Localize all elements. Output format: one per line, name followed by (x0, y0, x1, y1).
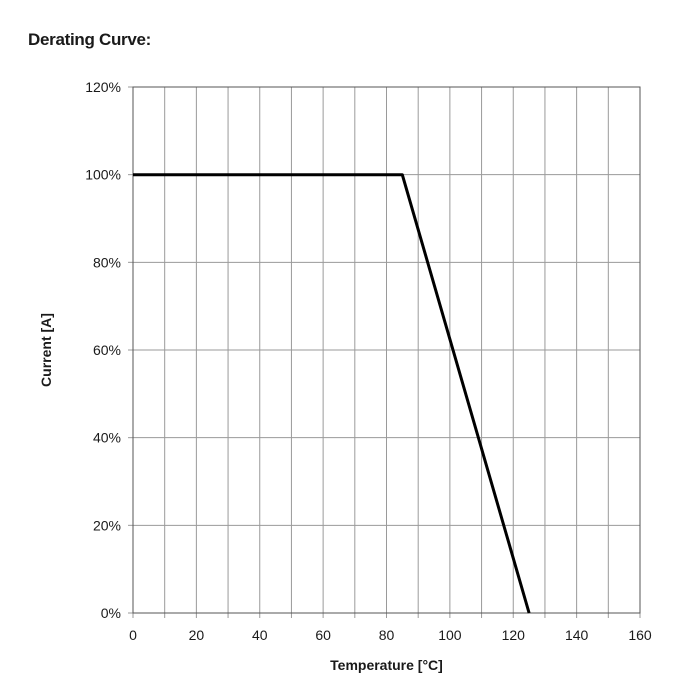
plot-area-frame (132, 86, 641, 614)
x-tick-label: 60 (315, 627, 331, 643)
y-tick-label: 60% (93, 342, 121, 358)
y-axis-title: Current [A] (38, 313, 54, 387)
y-tick-label: 100% (85, 167, 121, 183)
x-tick-label: 0 (129, 627, 137, 643)
x-axis-tick-labels: 0 20 40 60 80 100 120 140 160 (129, 627, 652, 643)
derating-curve-line (133, 173, 531, 614)
x-tick-label: 140 (565, 627, 589, 643)
x-tick-label: 20 (189, 627, 205, 643)
chart-title: Derating Curve: (28, 30, 152, 49)
x-tick-label: 80 (379, 627, 395, 643)
y-tick-label: 40% (93, 430, 121, 446)
grid-lines (128, 86, 641, 618)
x-axis-title: Temperature [°C] (330, 657, 443, 673)
y-axis-tick-labels: 0% 20% 40% 60% 80% 100% 120% (85, 79, 121, 621)
y-tick-label: 120% (85, 79, 121, 95)
x-tick-label: 160 (628, 627, 652, 643)
y-tick-label: 80% (93, 254, 121, 270)
x-tick-label: 40 (252, 627, 268, 643)
x-tick-label: 100 (438, 627, 462, 643)
y-tick-label: 0% (101, 605, 121, 621)
x-tick-label: 120 (502, 627, 526, 643)
y-tick-label: 20% (93, 517, 121, 533)
